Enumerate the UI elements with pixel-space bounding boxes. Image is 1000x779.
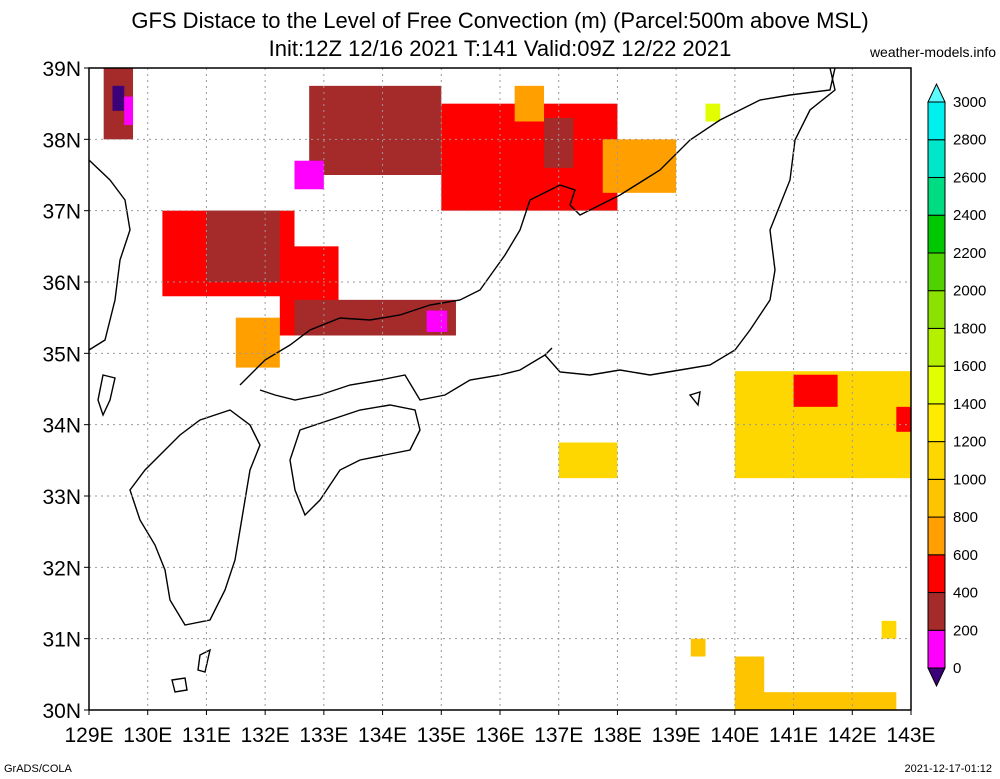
colorbar-label-400: 400 bbox=[953, 585, 978, 602]
lat-label-35N: 35N bbox=[42, 343, 81, 366]
coastline-tanegashima bbox=[197, 648, 212, 673]
lat-label-30N: 30N bbox=[42, 700, 81, 723]
field-magenta-central bbox=[294, 160, 324, 190]
field-yellow-pacific-mid bbox=[558, 442, 618, 479]
lon-label-136E: 136E bbox=[475, 724, 524, 747]
title-line-1: GFS Distace to the Level of Free Convect… bbox=[131, 8, 869, 33]
field-orange-north bbox=[514, 85, 545, 122]
field-purple-nw bbox=[112, 85, 125, 111]
lat-label-33N: 33N bbox=[42, 486, 81, 509]
lat-label-31N: 31N bbox=[42, 629, 81, 652]
field-red-pacific-edge bbox=[896, 406, 911, 432]
colorbar-segment bbox=[927, 139, 946, 178]
graticule bbox=[89, 68, 911, 710]
colorbar-under-triangle bbox=[927, 667, 946, 688]
colorbar-segment bbox=[927, 327, 946, 367]
coastline-kyushu bbox=[129, 409, 261, 626]
coastline-shikoku bbox=[289, 404, 421, 517]
lon-label-138E: 138E bbox=[593, 724, 642, 747]
colorbar-label-600: 600 bbox=[953, 547, 978, 564]
footer-timestamp: 2021-12-17-01:12 bbox=[904, 763, 992, 775]
colorbar-label-1200: 1200 bbox=[953, 434, 986, 451]
colorbar-segment bbox=[927, 365, 946, 405]
colorbar-segment bbox=[927, 554, 946, 594]
footer-grads: GrADS/COLA bbox=[4, 763, 72, 775]
field-brown-central bbox=[309, 85, 442, 175]
field-yellowgreen-north bbox=[705, 103, 721, 122]
field-yellow-south-dot2 bbox=[881, 620, 897, 639]
colorbar-label-2200: 2200 bbox=[953, 245, 986, 262]
coastline-korea bbox=[89, 159, 131, 351]
field-yellow-south bbox=[734, 692, 897, 710]
colorbar-label-2800: 2800 bbox=[953, 132, 986, 149]
colorbar-over-triangle bbox=[927, 82, 946, 103]
lat-label-38N: 38N bbox=[42, 129, 81, 152]
colorbar-label-2000: 2000 bbox=[953, 283, 986, 300]
lon-label-141E: 141E bbox=[769, 724, 818, 747]
colorbar-label-1400: 1400 bbox=[953, 396, 986, 413]
colorbar-label-3000: 3000 bbox=[953, 94, 986, 111]
colorbar-segment bbox=[927, 478, 946, 518]
lat-label-39N: 39N bbox=[42, 58, 81, 81]
lon-label-139E: 139E bbox=[652, 724, 701, 747]
field-brown-noto bbox=[544, 117, 574, 168]
field-orange-sado bbox=[602, 139, 677, 193]
colorbar-label-0: 0 bbox=[953, 660, 961, 677]
field-yellow-south-block bbox=[734, 656, 765, 710]
colorbar-segment bbox=[927, 176, 946, 216]
colorbar-segment bbox=[927, 441, 946, 480]
colorbar-segment bbox=[927, 516, 946, 556]
colorbar-label-2400: 2400 bbox=[953, 207, 986, 224]
field-yellow-south-dot1 bbox=[690, 638, 706, 657]
coastline-tsushima bbox=[97, 374, 116, 417]
lon-label-135E: 135E bbox=[417, 724, 466, 747]
colorbar-segment bbox=[927, 101, 946, 141]
colorbar-segment bbox=[927, 592, 946, 631]
lon-label-137E: 137E bbox=[534, 724, 583, 747]
lat-label-34N: 34N bbox=[42, 415, 81, 438]
lon-label-140E: 140E bbox=[710, 724, 759, 747]
colorbar-label-2600: 2600 bbox=[953, 169, 986, 186]
lat-label-36N: 36N bbox=[42, 272, 81, 295]
colorbar-label-200: 200 bbox=[953, 622, 978, 639]
colorbar-segment bbox=[927, 252, 946, 292]
lon-label-133E: 133E bbox=[299, 724, 348, 747]
title-line-2: Init:12Z 12/16 2021 T:141 Valid:09Z 12/2… bbox=[268, 36, 732, 61]
colorbar-label-1000: 1000 bbox=[953, 471, 986, 488]
lon-label-129E: 129E bbox=[64, 724, 113, 747]
field-layer bbox=[103, 68, 911, 710]
field-red-pacific-east bbox=[793, 374, 838, 407]
colorbar-segment bbox=[927, 290, 946, 329]
latitude-labels: 39N 38N 37N 36N 35N 34N 33N 32N 31N 30N bbox=[42, 58, 89, 723]
lon-label-132E: 132E bbox=[241, 724, 290, 747]
lon-label-143E: 143E bbox=[886, 724, 935, 747]
site-credit: weather-models.info bbox=[869, 44, 996, 60]
coastline-yakushima bbox=[171, 677, 188, 693]
coastline-honshu-sea bbox=[239, 199, 531, 386]
colorbar-label-1800: 1800 bbox=[953, 320, 986, 337]
lat-label-37N: 37N bbox=[42, 201, 81, 224]
lon-label-134E: 134E bbox=[358, 724, 407, 747]
colorbar-segment bbox=[927, 214, 946, 254]
colorbar-segment bbox=[927, 403, 946, 443]
field-orange-korea-strait bbox=[235, 317, 280, 368]
lon-label-142E: 142E bbox=[828, 724, 877, 747]
field-brown-sea-west bbox=[206, 210, 280, 282]
field-magenta-nw bbox=[124, 96, 134, 126]
longitude-labels: 129E 130E 131E 132E 133E 134E 135E 136E 137E 138E… bbox=[64, 710, 936, 747]
colorbar-label-1600: 1600 bbox=[953, 358, 986, 375]
lat-label-32N: 32N bbox=[42, 557, 81, 580]
lon-label-130E: 130E bbox=[123, 724, 172, 747]
colorbar: 0 200 400 600 800 1000 1200 1400 1600 1800 2000 220… bbox=[927, 82, 986, 688]
field-magenta-wakasa bbox=[426, 310, 448, 332]
coastline-honshu-south bbox=[259, 354, 546, 401]
colorbar-label-800: 800 bbox=[953, 509, 978, 526]
colorbar-segment bbox=[927, 629, 946, 669]
coastline-honshu-east bbox=[544, 68, 836, 376]
coastline-honshu-north bbox=[529, 68, 836, 216]
coastline-izu bbox=[688, 391, 701, 407]
lon-label-131E: 131E bbox=[182, 724, 231, 747]
